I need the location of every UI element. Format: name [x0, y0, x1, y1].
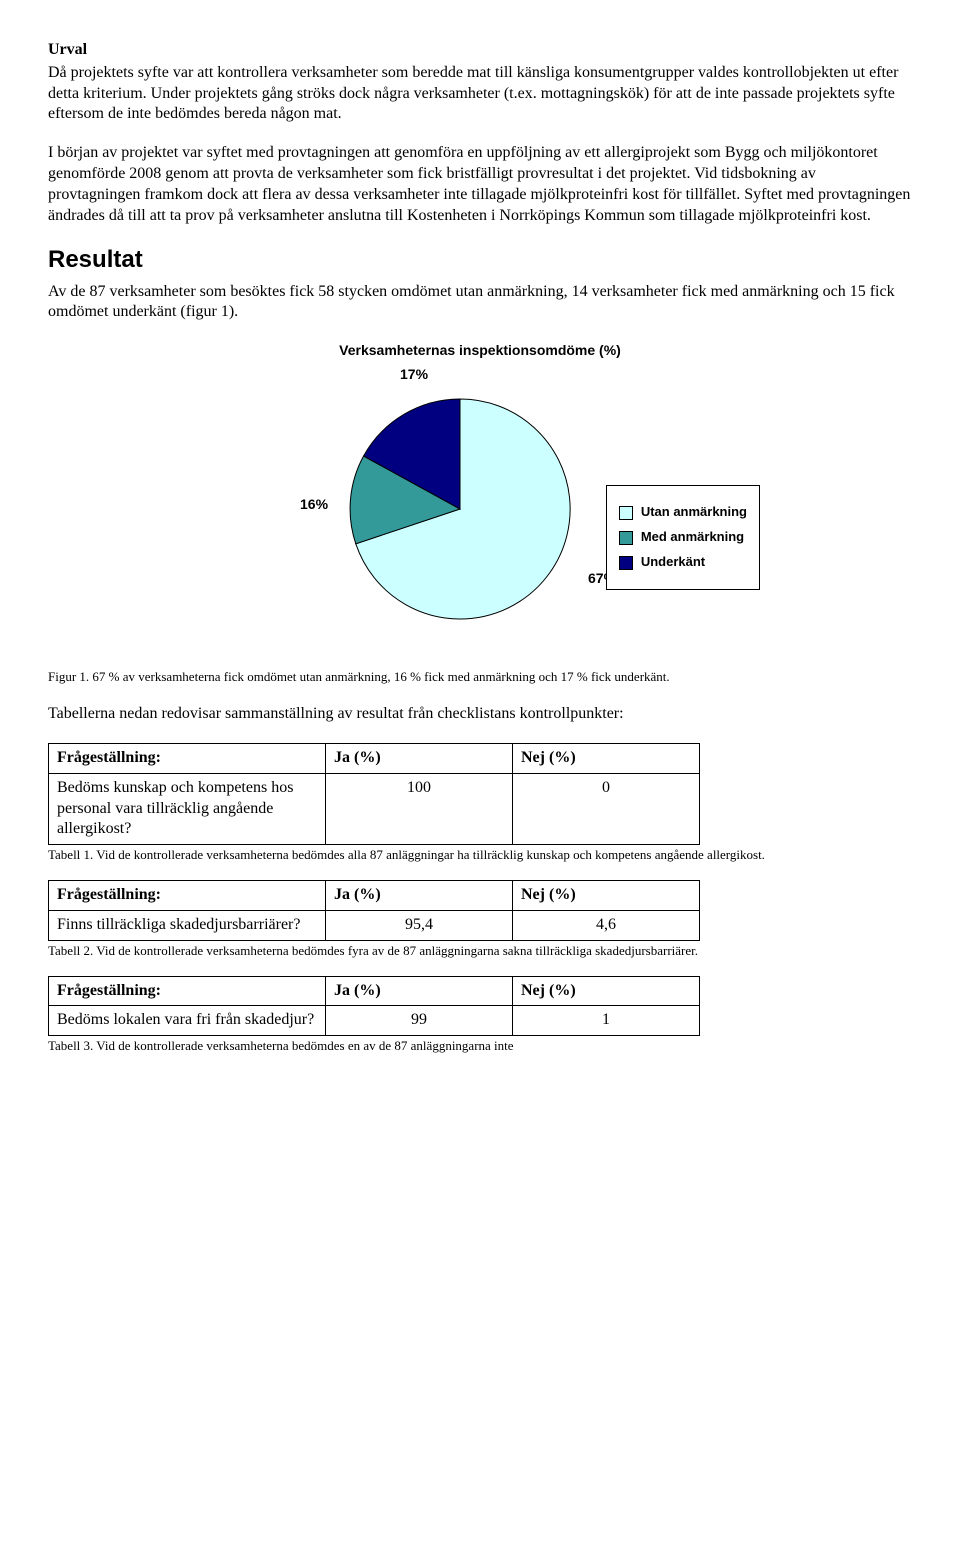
chart-title: Verksamheternas inspektionsomdöme (%)	[48, 341, 912, 359]
table-row: Bedöms lokalen vara fri från skadedjur? …	[49, 1006, 700, 1036]
th-question: Frågeställning:	[49, 976, 326, 1006]
table-2: Frågeställning: Ja (%) Nej (%) Finns til…	[48, 880, 700, 941]
td-question: Finns tillräckliga skadedjursbarriärer?	[49, 910, 326, 940]
swatch-med	[619, 531, 633, 545]
th-nej: Nej (%)	[513, 976, 700, 1006]
pct-label-16: 16%	[300, 495, 328, 513]
td-ja: 95,4	[326, 910, 513, 940]
pie-svg	[340, 389, 580, 629]
swatch-under	[619, 556, 633, 570]
legend-label-under: Underkänt	[641, 554, 705, 571]
pct-label-17: 17%	[400, 365, 428, 383]
td-nej: 0	[513, 773, 700, 844]
td-ja: 99	[326, 1006, 513, 1036]
th-nej: Nej (%)	[513, 881, 700, 911]
th-ja: Ja (%)	[326, 744, 513, 774]
table-row: Bedöms kunskap och kompetens hos persona…	[49, 773, 700, 844]
urval-para-1: Då projektets syfte var att kontrollera …	[48, 63, 912, 125]
urval-heading: Urval	[48, 40, 912, 61]
th-nej: Nej (%)	[513, 744, 700, 774]
urval-para-2: I början av projektet var syftet med pro…	[48, 143, 912, 226]
table-row: Frågeställning: Ja (%) Nej (%)	[49, 976, 700, 1006]
pie-chart: 17% 16% 67% Utan anmärkning Med anmärkni…	[200, 365, 760, 655]
th-question: Frågeställning:	[49, 744, 326, 774]
legend-item-under: Underkänt	[619, 554, 747, 571]
swatch-utan	[619, 506, 633, 520]
legend-item-utan: Utan anmärkning	[619, 504, 747, 521]
table3-caption: Tabell 3. Vid de kontrollerade verksamhe…	[48, 1038, 912, 1055]
legend: Utan anmärkning Med anmärkning Underkänt	[606, 485, 760, 590]
table2-caption: Tabell 2. Vid de kontrollerade verksamhe…	[48, 943, 912, 960]
resultat-heading: Resultat	[48, 244, 912, 275]
td-nej: 1	[513, 1006, 700, 1036]
td-question: Bedöms lokalen vara fri från skadedjur?	[49, 1006, 326, 1036]
th-question: Frågeställning:	[49, 881, 326, 911]
table-1: Frågeställning: Ja (%) Nej (%) Bedöms ku…	[48, 743, 700, 845]
table-row: Frågeställning: Ja (%) Nej (%)	[49, 881, 700, 911]
table-3: Frågeställning: Ja (%) Nej (%) Bedöms lo…	[48, 976, 700, 1037]
table-row: Frågeställning: Ja (%) Nej (%)	[49, 744, 700, 774]
table1-caption: Tabell 1. Vid de kontrollerade verksamhe…	[48, 847, 912, 864]
th-ja: Ja (%)	[326, 881, 513, 911]
legend-label-med: Med anmärkning	[641, 529, 744, 546]
td-ja: 100	[326, 773, 513, 844]
legend-label-utan: Utan anmärkning	[641, 504, 747, 521]
figure1-caption: Figur 1. 67 % av verksamheterna fick omd…	[48, 669, 912, 686]
th-ja: Ja (%)	[326, 976, 513, 1006]
td-question: Bedöms kunskap och kompetens hos persona…	[49, 773, 326, 844]
legend-item-med: Med anmärkning	[619, 529, 747, 546]
tables-intro: Tabellerna nedan redovisar sammanställni…	[48, 704, 912, 725]
resultat-intro: Av de 87 verksamheter som besöktes fick …	[48, 282, 912, 324]
table-row: Finns tillräckliga skadedjursbarriärer? …	[49, 910, 700, 940]
td-nej: 4,6	[513, 910, 700, 940]
